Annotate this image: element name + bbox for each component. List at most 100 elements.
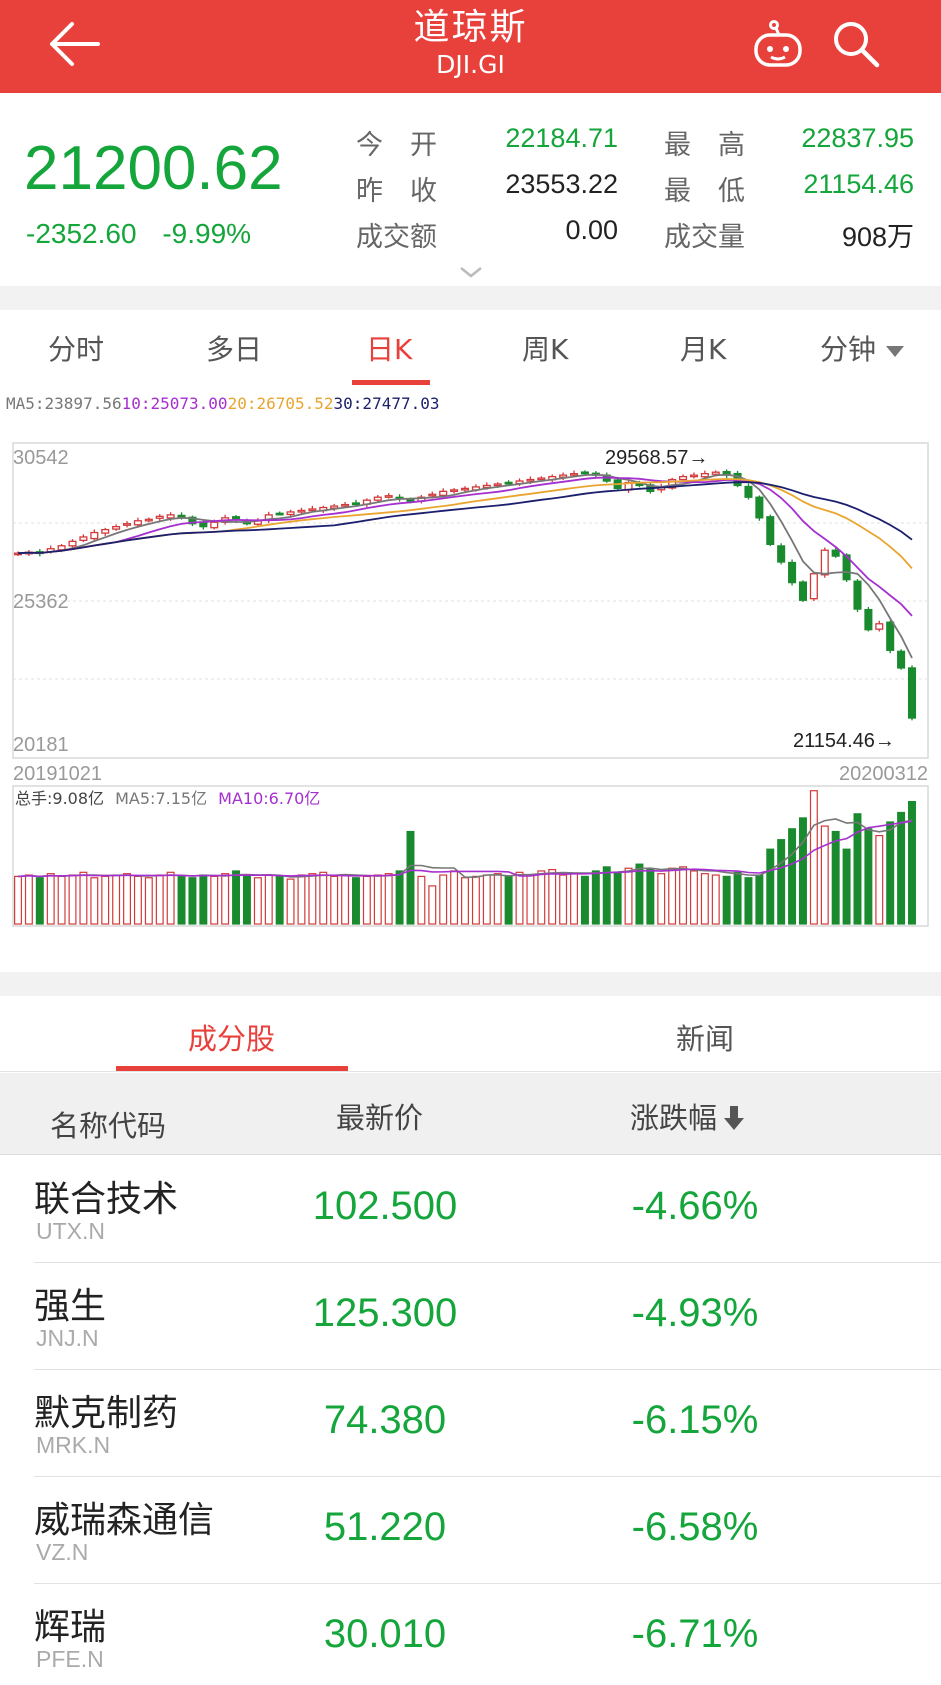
stock-change-pct: -6.15% — [631, 1398, 759, 1442]
tab-monthly-k[interactable]: 月K — [680, 333, 727, 366]
volume-legend: 总手:9.08亿 MA5:7.15亿 MA10:6.70亿 — [15, 789, 320, 808]
volume-bar — [319, 871, 328, 925]
candle-body — [875, 623, 884, 630]
volume-bar — [330, 875, 339, 925]
volume-ma10: MA10:6.70亿 — [218, 789, 320, 808]
candle-body — [864, 608, 873, 631]
volume-ma-lines-group — [17, 818, 913, 878]
section-divider — [0, 286, 941, 310]
stock-name: 联合技术 — [34, 1179, 179, 1220]
volume-bar — [232, 870, 241, 925]
expand-chevron-icon[interactable] — [458, 265, 484, 279]
search-icon[interactable] — [830, 18, 882, 70]
candle-body — [668, 478, 677, 489]
volume-bar — [373, 874, 382, 925]
volume-bar — [668, 867, 677, 925]
candle-body — [788, 561, 797, 584]
volume-bar — [537, 870, 546, 925]
volume-bar — [853, 813, 862, 925]
tab-intraday[interactable]: 分时 — [48, 333, 105, 366]
price-change: -2352.60 -9.99% — [26, 218, 269, 250]
volume-bar — [875, 835, 884, 925]
volume-bar — [35, 877, 44, 925]
stock-code: PFE.N — [36, 1646, 104, 1672]
robot-assistant-icon[interactable] — [752, 20, 804, 70]
volume-bar — [450, 870, 459, 925]
volume-bar — [24, 874, 33, 925]
col-latest-price[interactable]: 最新价 — [336, 1101, 424, 1135]
candle-body — [133, 520, 142, 526]
tab-news[interactable]: 新闻 — [676, 1022, 735, 1056]
ma-lines-group — [17, 473, 913, 659]
tab-daily-k[interactable]: 日K — [366, 333, 413, 366]
volume-bar — [406, 830, 415, 925]
candle-body — [766, 516, 775, 545]
volume-bar — [635, 863, 644, 925]
change-percent: -9.99% — [162, 218, 252, 249]
volume-bar — [90, 877, 99, 925]
volume-bar — [79, 871, 88, 925]
stock-name: 威瑞森通信 — [34, 1500, 215, 1541]
volume-bar — [679, 866, 688, 925]
page-subtitle: DJI.GI — [436, 50, 505, 79]
volume-bar — [570, 873, 579, 925]
candle-body — [679, 475, 688, 481]
candle-body — [460, 487, 470, 491]
candle-body — [809, 573, 818, 600]
tab-weekly-k[interactable]: 周K — [522, 333, 569, 366]
ma20-value: 20:26705.52 — [227, 394, 334, 413]
period-tabs: 分时 多日 日K 周K 月K 分钟 — [0, 310, 941, 390]
candle-body — [210, 521, 219, 529]
candle-body — [330, 505, 339, 509]
volume-bar — [897, 811, 906, 925]
tab-minute[interactable]: 分钟 — [820, 328, 905, 368]
volume-bar — [788, 828, 797, 925]
volume-bar — [362, 875, 371, 925]
volume-label: 成交量 — [664, 222, 745, 253]
tab-multi-day[interactable]: 多日 — [206, 333, 263, 366]
candle-body — [897, 650, 906, 669]
volume-bar — [755, 874, 764, 925]
volume-bar — [166, 871, 175, 925]
volume-bar — [711, 874, 720, 925]
stock-code: VZ.N — [36, 1539, 89, 1565]
table-row[interactable]: 威瑞森通信 VZ.N 51.220 -6.58% — [0, 1477, 941, 1584]
table-header: 名称代码 最新价 涨跌幅 — [0, 1073, 941, 1155]
active-subtab-indicator — [116, 1066, 348, 1071]
candle-body — [275, 512, 284, 516]
stock-change-pct: -6.71% — [631, 1612, 759, 1656]
tab-minute-label: 分钟 — [820, 333, 877, 366]
volume-bar — [766, 848, 775, 925]
table-row[interactable]: 强生 JNJ.N 125.300 -4.93% — [0, 1263, 941, 1370]
volume-bar — [297, 874, 306, 925]
tab-components[interactable]: 成分股 — [188, 1022, 276, 1056]
volume-bar — [624, 867, 633, 925]
dropdown-caret-icon — [886, 345, 905, 357]
k-line-chart[interactable]: 30542 25362 20181 29568.57→ 21154.46→ 20… — [0, 418, 941, 958]
col-change-pct[interactable]: 涨跌幅 — [630, 1095, 745, 1137]
volume-bar — [46, 873, 55, 925]
candle-body — [439, 490, 448, 496]
volume-bar — [439, 874, 448, 925]
candle-body — [569, 473, 579, 476]
stock-code: JNJ.N — [36, 1325, 99, 1351]
volume-bar — [461, 877, 469, 925]
table-row[interactable]: 默克制药 MRK.N 74.380 -6.15% — [0, 1370, 941, 1477]
table-row[interactable]: 辉瑞 PFE.N 30.010 -6.71% — [0, 1584, 941, 1685]
high-value: 22837.95 — [801, 123, 914, 153]
volume-bar — [864, 828, 873, 925]
stock-code: MRK.N — [36, 1432, 111, 1458]
y-tick-bottom: 20181 — [13, 734, 69, 756]
volume-bar — [831, 830, 840, 925]
turnover-value: 0.00 — [565, 215, 618, 245]
open-value: 22184.71 — [505, 123, 618, 153]
volume-bar — [700, 873, 709, 925]
volume-bar — [559, 874, 568, 925]
table-row[interactable]: 联合技术 UTX.N 102.500 -4.66% — [0, 1156, 941, 1263]
candle-body — [384, 495, 393, 498]
candle-body — [112, 526, 121, 530]
candle-body — [351, 502, 361, 506]
volume-bar — [471, 875, 480, 925]
back-arrow-icon[interactable] — [44, 18, 104, 70]
stock-price: 102.500 — [312, 1184, 458, 1228]
